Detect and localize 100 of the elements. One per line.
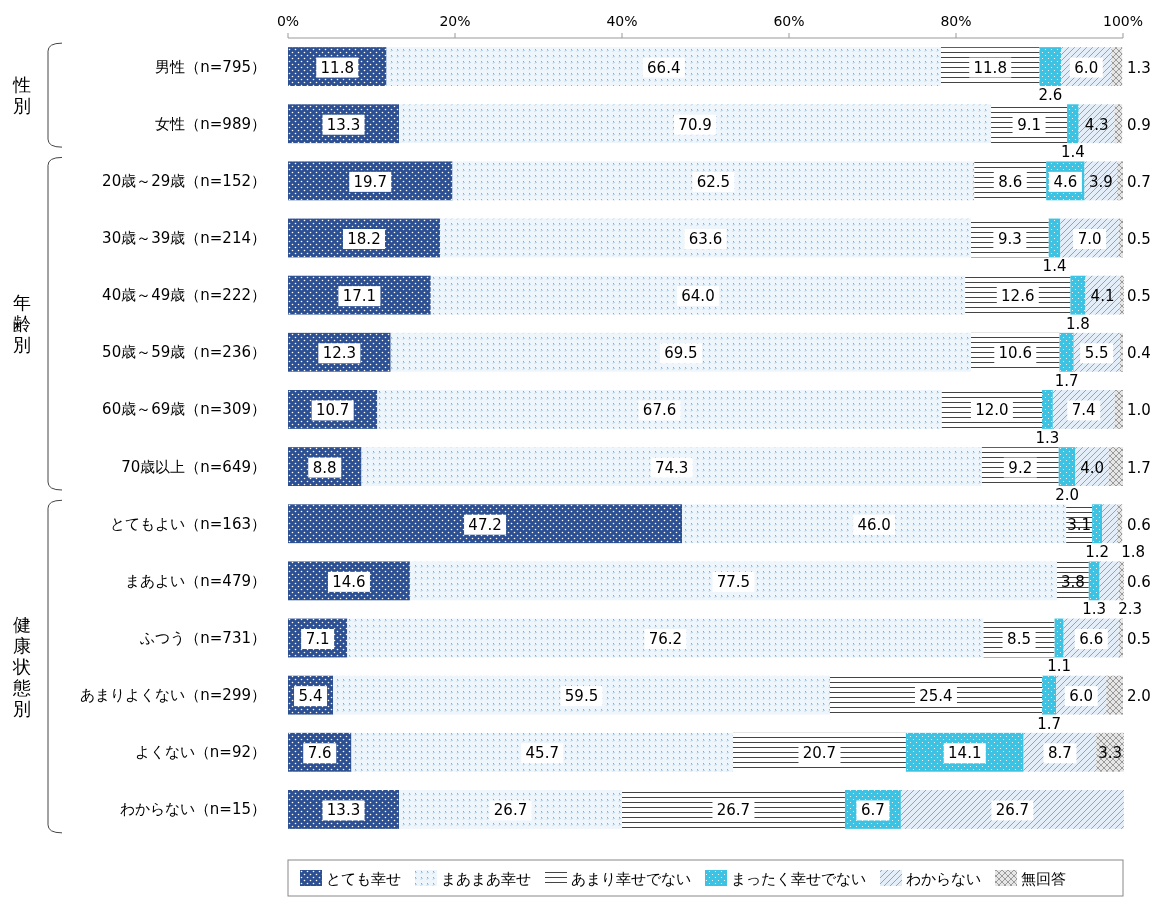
data-label: 5.5 [1084,344,1109,363]
data-label: 7.0 [1077,230,1102,248]
bar [1070,275,1086,315]
bar [1117,504,1123,544]
x-tick-label: 100% [1102,13,1144,29]
data-label: 63.6 [688,230,723,248]
legend-label: とても幸せ [326,870,401,888]
data-label: 4.3 [1084,115,1109,134]
data-label: 1.2 [1085,543,1110,562]
data-label: 11.8 [973,58,1007,77]
y-tick-label: 50歳～59歳（n=236） [102,343,266,362]
x-tick-label: 60% [773,13,805,29]
bar [622,790,845,829]
data-label: 77.5 [716,572,751,591]
data-label: 64.0 [681,287,715,306]
legend-label: まあまあ幸せ [441,870,531,888]
bar [1085,275,1120,315]
bar [1108,447,1123,486]
bar [452,161,975,201]
bar [1075,447,1109,486]
data-label: 13.3 [326,801,361,820]
data-label: 9.3 [997,230,1022,248]
data-label: 9.1 [1017,115,1041,134]
y-tick-label: 60歳～69歳（n=309） [102,400,266,419]
y-tick-label: まあよい（n=479） [125,571,266,590]
bar [682,504,1067,544]
data-label: 8.8 [312,458,337,477]
data-label: 69.5 [664,344,698,363]
data-label: 13.3 [326,115,361,134]
data-label: 46.0 [857,515,891,534]
bar [1059,332,1074,372]
data-label: 3.9 [1088,172,1113,191]
data-label: 25.4 [919,687,953,706]
data-label: 6.0 [1074,58,1099,77]
data-label: 76.2 [648,630,683,648]
data-label: 11.8 [320,58,354,77]
data-label: 20.7 [802,744,837,763]
bar [1096,732,1124,772]
y-tick-label: 20歳～29歳（n=152） [102,171,266,190]
data-label: 1.4 [1042,257,1067,276]
data-label: 2.6 [1038,86,1063,104]
x-tick-label: 80% [940,13,972,29]
y-tick-label: ふつう（n=731） [139,629,266,647]
bar [1042,675,1057,715]
data-label: 0.6 [1127,515,1151,534]
data-label: 12.0 [975,401,1009,420]
data-label: 26.7 [995,801,1030,820]
bar [386,47,941,86]
bar [1067,104,1079,144]
data-label: 18.2 [347,230,381,248]
data-label: 7.4 [1071,401,1096,420]
data-label: 1.4 [1060,143,1085,162]
legend-label: わからない [906,870,981,888]
y-tick-label: あまりよくない（n=299） [80,686,266,705]
data-label: 0.5 [1127,230,1151,248]
bar [1119,275,1124,315]
bar [288,504,683,544]
bar [399,104,992,144]
bar [1114,390,1123,429]
data-label: 12.3 [322,344,357,363]
data-label: 1.8 [1065,314,1090,333]
bar [900,790,1124,829]
bar [1088,561,1100,601]
bar [1106,675,1123,715]
bar [1118,218,1123,258]
bar [1117,161,1124,201]
data-label: 10.6 [998,344,1032,363]
data-label: 12.6 [1001,287,1035,306]
bar [1058,447,1076,486]
bar [390,332,972,372]
bar [1048,218,1061,258]
y-tick-label: 40歳～49歳（n=222） [102,286,266,305]
data-label: 6.0 [1069,687,1094,706]
data-label: 14.1 [948,744,982,763]
data-label: 70.9 [678,115,712,134]
bar [1102,504,1118,544]
data-label: 1.3 [1082,600,1107,619]
bar [1092,504,1103,544]
data-label: 1.7 [1127,458,1151,477]
y-tick-label: 女性（n=989） [155,114,266,133]
data-label: 59.5 [564,687,599,706]
data-label: 2.3 [1118,600,1143,619]
legend-label: 無回答 [1021,870,1066,888]
data-label: 47.2 [468,515,502,534]
legend-label: まったく幸せでない [731,870,866,888]
bar [361,447,982,486]
bar [351,732,734,772]
data-label: 62.5 [696,172,731,191]
bar [1078,104,1115,144]
y-tick-label: わからない（n=15） [119,800,266,819]
bar [333,675,830,715]
data-label: 1.3 [1035,428,1060,447]
bar [377,390,942,429]
bar [347,618,984,658]
data-label: 14.6 [332,572,366,591]
data-label: 0.5 [1127,630,1151,648]
data-label: 0.4 [1127,344,1151,363]
data-label: 1.8 [1121,543,1146,562]
bar [1042,390,1053,429]
bar [430,275,966,315]
